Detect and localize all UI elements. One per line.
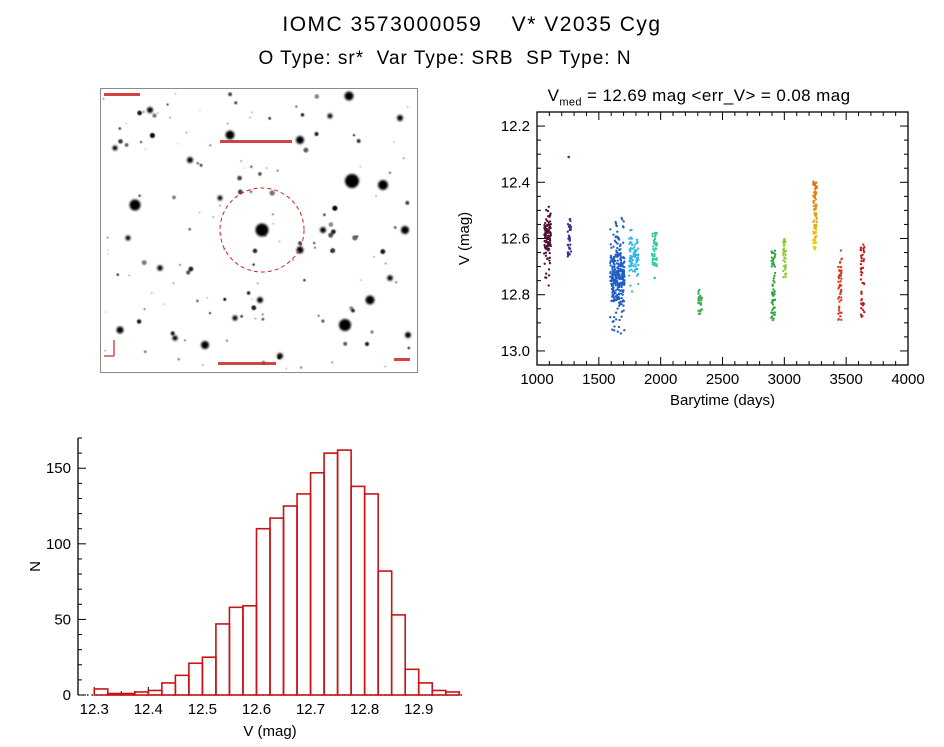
svg-text:12.5: 12.5: [188, 701, 217, 718]
svg-text:12.6: 12.6: [501, 231, 530, 248]
svg-text:1500: 1500: [582, 371, 615, 388]
svg-text:12.2: 12.2: [501, 118, 530, 135]
svg-text:3000: 3000: [768, 371, 801, 388]
page-subtitle: O Type: sr* Var Type: SRB SP Type: N: [258, 48, 632, 69]
svg-text:12.8: 12.8: [501, 287, 530, 304]
svg-text:Barytime (days): Barytime (days): [670, 392, 775, 409]
svg-text:12.6: 12.6: [242, 701, 271, 718]
lightcurve-plot: 1000 1500 2000 2500 3000 3500 4000 12.2 12.4 12.6…: [456, 111, 925, 409]
svg-text:0: 0: [63, 687, 71, 704]
svg-text:12.8: 12.8: [350, 701, 379, 718]
lightcurve-title-base: V: [547, 86, 560, 105]
svg-text:1000: 1000: [520, 371, 553, 388]
svg-text:12.7: 12.7: [296, 701, 325, 718]
svg-text:3500: 3500: [829, 371, 862, 388]
svg-text:12.4: 12.4: [134, 701, 163, 718]
lightcurve-title-rest: = 12.69 mag <err_V> = 0.08 mag: [581, 86, 851, 105]
lightcurve-title-subscript: med: [559, 96, 582, 109]
svg-text:12.3: 12.3: [80, 701, 109, 718]
svg-text:12.9: 12.9: [404, 701, 433, 718]
finder-chart-image: [100, 88, 418, 373]
page-title: IOMC 3573000059 V* V2035 Cyg: [282, 13, 662, 36]
svg-text:N: N: [28, 561, 44, 572]
svg-text:150: 150: [46, 460, 71, 477]
lightcurve-title: Vmed = 12.69 mag <err_V> = 0.08 mag: [458, 86, 940, 108]
svg-text:100: 100: [46, 536, 71, 553]
svg-text:4000: 4000: [891, 371, 924, 388]
svg-text:50: 50: [54, 611, 71, 628]
histogram-plot: 0 50 100 150 12.3 12.4 12.5 12.6 12.7 12.8 12.9 V (…: [28, 437, 462, 740]
svg-text:12.4: 12.4: [501, 174, 530, 191]
svg-text:V (mag): V (mag): [243, 723, 296, 740]
svg-text:2500: 2500: [706, 371, 739, 388]
svg-text:13.0: 13.0: [501, 343, 530, 360]
svg-text:V (mag): V (mag): [456, 212, 473, 265]
svg-text:2000: 2000: [644, 371, 677, 388]
